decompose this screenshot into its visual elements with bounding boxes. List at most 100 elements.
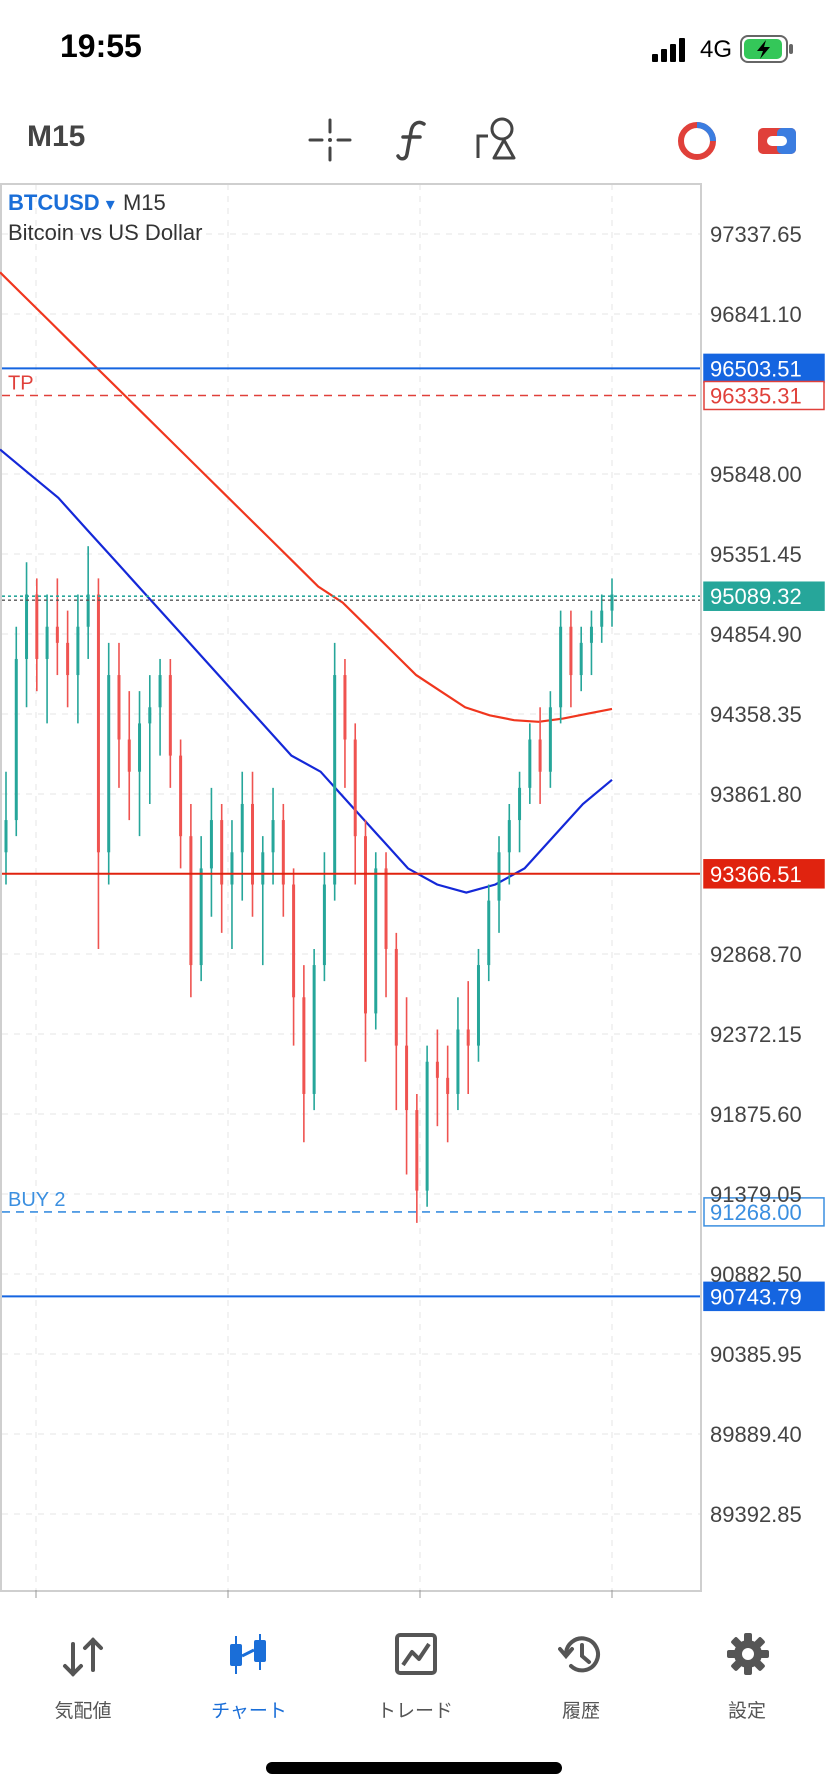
price-tag bbox=[703, 380, 825, 411]
y-tick-label: 91379.05 bbox=[710, 1182, 802, 1207]
y-tick-label: 90882.50 bbox=[710, 1262, 802, 1287]
candle-body bbox=[384, 868, 388, 949]
candle-body bbox=[312, 965, 316, 1094]
candle-body bbox=[507, 820, 511, 853]
y-tick-label: 94358.35 bbox=[710, 702, 802, 727]
candle-body bbox=[14, 658, 18, 821]
candle-body bbox=[374, 868, 378, 1014]
tab-chart[interactable]: チャート bbox=[166, 1620, 332, 1730]
battery-icon bbox=[740, 35, 793, 63]
status-bar: 19:55 4G bbox=[0, 0, 828, 100]
trade-toggle-icon[interactable] bbox=[676, 120, 718, 162]
candle-body bbox=[405, 1045, 409, 1111]
candle-body bbox=[261, 852, 265, 885]
price-chart[interactable]: 96503.51 TP 96335.31 95089.32 93366.51 BUY 2 9… bbox=[0, 182, 828, 1623]
candle-body bbox=[569, 626, 573, 676]
price-tag bbox=[703, 581, 825, 611]
timeframe-selector[interactable]: M15 bbox=[27, 120, 86, 153]
candle-body bbox=[353, 739, 357, 837]
price-level-label: BUY 2 bbox=[8, 1189, 65, 1211]
candle-body bbox=[199, 868, 203, 966]
candle-body bbox=[76, 626, 80, 676]
candle-body bbox=[55, 626, 59, 643]
candle-body bbox=[528, 739, 532, 788]
crosshair-icon[interactable] bbox=[308, 118, 352, 162]
price-tag-value: 90743.79 bbox=[710, 1284, 802, 1309]
candle-body bbox=[86, 594, 90, 627]
candle-body bbox=[302, 997, 306, 1094]
candle-body bbox=[538, 739, 542, 772]
price-tag bbox=[703, 1281, 825, 1312]
price-tag-value: 91268.00 bbox=[710, 1200, 802, 1225]
candle-body bbox=[189, 836, 193, 966]
candle-body bbox=[148, 707, 152, 724]
network-type: 4G bbox=[700, 36, 733, 63]
one-click-trading-icon[interactable] bbox=[756, 124, 798, 158]
y-tick-label: 96841.10 bbox=[710, 302, 802, 327]
tab-chart-label: チャート bbox=[211, 1701, 287, 1722]
objects-icon[interactable] bbox=[474, 116, 518, 162]
quotes-icon bbox=[63, 1637, 103, 1677]
price-tag bbox=[703, 859, 825, 889]
bottom-tab-bar: 気配値 チャート トレード 履歴 bbox=[0, 1620, 828, 1730]
candle-body bbox=[240, 803, 244, 853]
history-icon bbox=[558, 1636, 600, 1673]
candle-body bbox=[600, 610, 604, 627]
candle-body bbox=[579, 642, 583, 676]
tab-trade[interactable]: トレード bbox=[332, 1620, 498, 1730]
chevron-down-icon: ▾ bbox=[105, 194, 115, 214]
chart-toolbar: M15 bbox=[0, 100, 828, 182]
symbol-selector[interactable]: BTCUSD ▾ bbox=[8, 190, 121, 215]
candle-body bbox=[476, 965, 480, 1046]
y-tick-label: 90385.95 bbox=[710, 1342, 802, 1367]
y-tick-label: 97337.65 bbox=[710, 222, 802, 247]
function-icon[interactable] bbox=[394, 118, 434, 162]
candle-body bbox=[518, 787, 522, 821]
candle-body bbox=[96, 594, 100, 853]
candle-body bbox=[158, 675, 162, 708]
y-tick-label: 89889.40 bbox=[710, 1422, 802, 1447]
candle-body bbox=[343, 675, 347, 740]
x-tick-label: 9 Jan 22:45 bbox=[424, 1598, 539, 1602]
chart-icon bbox=[230, 1634, 266, 1674]
price-tag-value: 96335.31 bbox=[710, 383, 802, 408]
signal-icon bbox=[652, 38, 685, 62]
candle-body bbox=[138, 723, 142, 772]
home-indicator bbox=[266, 1762, 562, 1774]
y-tick-label: 93861.80 bbox=[710, 782, 802, 807]
candle-body bbox=[117, 675, 121, 740]
tab-history[interactable]: 履歴 bbox=[498, 1620, 664, 1730]
candle-body bbox=[456, 1029, 460, 1094]
candle-body bbox=[497, 852, 501, 901]
candle-body bbox=[446, 1077, 450, 1094]
tab-quotes[interactable]: 気配値 bbox=[0, 1620, 166, 1730]
price-tag-value: 96503.51 bbox=[710, 356, 802, 381]
candle-body bbox=[281, 820, 285, 885]
status-time: 19:55 bbox=[60, 28, 142, 64]
tab-settings[interactable]: 設定 bbox=[664, 1620, 828, 1730]
chart-header: BTCUSD ▾ M15 Bitcoin vs US Dollar bbox=[8, 190, 202, 246]
candle-body bbox=[35, 594, 39, 659]
candle-body bbox=[251, 803, 255, 885]
y-tick-label: 95848.00 bbox=[710, 462, 802, 487]
candle-body bbox=[610, 594, 614, 611]
chart-canvas[interactable]: 96503.51 TP 96335.31 95089.32 93366.51 BUY 2 9… bbox=[0, 182, 828, 1623]
candle-body bbox=[292, 884, 296, 998]
price-tag-value: 95089.32 bbox=[710, 584, 802, 609]
candle-body bbox=[322, 884, 326, 966]
x-tick-label: 10 Jan 10:45 bbox=[616, 1598, 743, 1602]
candle-body bbox=[271, 820, 275, 853]
candle-body bbox=[394, 948, 398, 1046]
candle-body bbox=[333, 675, 337, 885]
candle-body bbox=[230, 852, 234, 885]
candle-body bbox=[127, 739, 131, 772]
candle-body bbox=[25, 594, 29, 659]
tab-trade-label: トレード bbox=[376, 1701, 453, 1722]
candle-body bbox=[415, 1110, 419, 1191]
candle-body bbox=[425, 1061, 429, 1191]
y-tick-label: 92372.15 bbox=[710, 1022, 802, 1047]
candle-body bbox=[548, 707, 552, 772]
candle-body bbox=[220, 820, 224, 885]
y-tick-label: 92868.70 bbox=[710, 942, 802, 967]
candle-body bbox=[589, 626, 593, 643]
